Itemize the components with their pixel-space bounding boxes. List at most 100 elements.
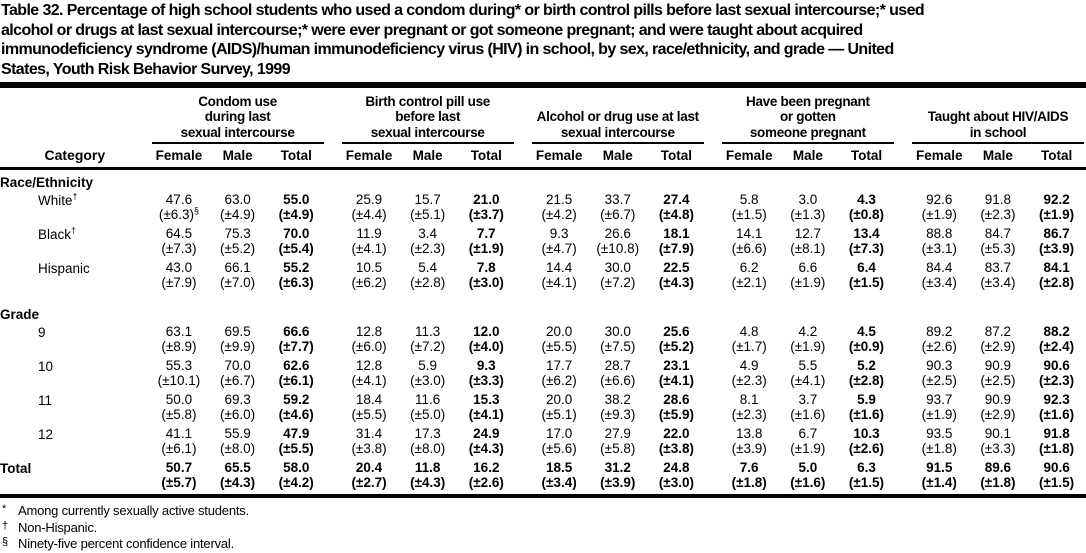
row-9: 9 63.1 (±8.9) 69.5 (±9.9) 66.6 (±7.7) 12.8 (±6.0…: [0, 324, 1086, 358]
confidence-interval: (±2.3): [1039, 373, 1075, 388]
confidence-interval: (±1.9): [790, 275, 826, 290]
confidence-interval: (±4.4): [351, 207, 387, 222]
data-cell: 20.4 (±2.7): [339, 460, 399, 498]
section-heading-row: Grade: [0, 294, 1086, 324]
data-cell: 12.7 (±8.1): [779, 226, 838, 260]
percentage-value: 63.1: [165, 324, 193, 339]
percentage-value: 5.9: [857, 392, 876, 407]
confidence-interval: (±4.9): [278, 207, 314, 222]
confidence-interval: (±4.1): [541, 275, 577, 290]
data-cell: 43.0 (±7.9): [150, 260, 209, 294]
column-spacer: [706, 324, 720, 358]
group-header-condom-use: Condom use during last sexual intercours…: [150, 92, 326, 144]
percentage-value: 12.7: [794, 226, 821, 241]
confidence-interval: (±7.3): [161, 241, 197, 256]
data-cell: 62.6 (±6.1): [267, 358, 326, 392]
row-hispanic: Hispanic 43.0 (±7.9) 66.1 (±7.0) 55.2 (±6.3) 10…: [0, 260, 1086, 294]
row-label: 12: [38, 427, 54, 442]
percentage-value: 43.0: [165, 260, 193, 275]
group-label-line: Have been pregnant: [746, 93, 870, 109]
confidence-interval: (±10.8): [596, 241, 640, 256]
data-cell: 17.0 (±5.6): [530, 426, 589, 460]
footnote-text: Non-Hispanic.: [18, 519, 98, 535]
percentage-value: 12.0: [473, 324, 500, 339]
percentage-value: 13.8: [736, 426, 763, 441]
data-cell: 65.5 (±4.3): [208, 460, 267, 498]
percentage-value: 84.1: [1043, 260, 1070, 275]
data-cell: 12.0 (±4.0): [457, 324, 516, 358]
confidence-interval: (±5.2): [220, 241, 256, 256]
col-header-female: Female: [719, 144, 779, 170]
percentage-value: 70.0: [224, 358, 251, 373]
row-total: Total 50.7 (±5.7) 65.5 (±4.3) 58.0 (±4.2) 20.4(…: [0, 460, 1086, 498]
confidence-interval: (±6.2): [351, 275, 387, 290]
percentage-value: 21.0: [473, 192, 500, 207]
footnote-marker: §: [2, 536, 8, 548]
data-cell: 10.5 (±6.2): [340, 260, 399, 294]
footnote-marker: †: [71, 225, 77, 236]
percentage-value: 3.7: [798, 392, 818, 407]
column-spacer: [706, 192, 720, 226]
data-cell: 26.6 (±10.8): [588, 226, 647, 260]
percentage-value: 24.9: [473, 426, 500, 441]
confidence-interval: (±4.3): [410, 475, 446, 490]
confidence-interval: (±4.8): [658, 207, 694, 222]
confidence-interval: (±4.3): [658, 275, 694, 290]
column-spacer: [325, 460, 340, 498]
data-cell: 69.3 (±6.0): [208, 392, 267, 426]
percentage-value: 3.0: [798, 192, 818, 207]
footnote: * Among currently sexually active student…: [2, 502, 1086, 519]
data-cell: 84.1 (±2.8): [1027, 260, 1086, 294]
col-header-male: Male: [968, 144, 1028, 170]
category-header: Category: [0, 144, 150, 170]
data-cell: 4.3 (±0.8): [837, 192, 896, 226]
percentage-value: 92.2: [1043, 192, 1070, 207]
data-cell: 75.3 (±5.2): [208, 226, 267, 260]
confidence-interval: (±6.0): [351, 339, 387, 354]
data-cell: 11.8 (±4.3): [398, 460, 457, 498]
confidence-interval: (±9.9): [220, 339, 256, 354]
confidence-interval: (±1.9): [790, 339, 826, 354]
data-cell: 70.0 (±6.7): [208, 358, 267, 392]
data-cell: 91.5 (±1.4): [909, 460, 969, 498]
data-cell: 7.8 (±3.0): [457, 260, 516, 294]
data-cell: 6.2 (±2.1): [720, 260, 779, 294]
data-cell: 23.1 (±4.1): [647, 358, 706, 392]
data-cell: 9.3 (±4.7): [530, 226, 589, 260]
data-cell: 4.9 (±2.3): [720, 358, 779, 392]
percentage-value: 91.5: [926, 460, 953, 475]
confidence-interval: (±7.3): [848, 241, 885, 256]
footnote-marker: †: [2, 519, 8, 532]
percentage-value: 20.0: [545, 392, 573, 407]
column-spacer: [895, 460, 910, 498]
col-header-male: Male: [588, 144, 648, 170]
data-cell: 22.0 (±3.8): [647, 426, 706, 460]
col-header-male: Male: [208, 144, 267, 170]
data-cell: 17.7 (±6.2): [530, 358, 589, 392]
percentage-value: 75.3: [224, 226, 251, 241]
confidence-interval: (±1.3): [790, 207, 826, 222]
percentage-value: 66.6: [283, 324, 310, 339]
data-cell: 92.3 (±1.6): [1027, 392, 1086, 426]
column-spacer: [515, 460, 530, 498]
data-cell: 90.9 (±2.9): [969, 392, 1028, 426]
data-cell: 47.6 (±6.3)§: [150, 192, 209, 226]
group-label-line: Alcohol or drug use at last: [536, 109, 699, 124]
confidence-interval: (±6.1): [278, 373, 314, 388]
confidence-interval: (±5.5): [278, 441, 314, 456]
data-cell: 3.0 (±1.3): [779, 192, 838, 226]
data-cell: 7.7 (±1.9): [457, 226, 516, 260]
row-label: 9: [38, 325, 46, 340]
data-cell: 18.1 (±7.9): [647, 226, 706, 260]
percentage-value: 6.3: [857, 460, 876, 475]
group-label-line: sexual intercourse: [560, 124, 675, 140]
percentage-value: 20.0: [545, 324, 573, 339]
percentage-value: 5.0: [798, 460, 818, 475]
title-line: alcohol or drugs at last sexual intercou…: [1, 21, 863, 39]
data-cell: 31.4 (±3.8): [340, 426, 399, 460]
table-body: Race/Ethnicity White† 47.6 (±6.3)§ 63.0 (±4.9…: [0, 169, 1086, 498]
data-cell: 50.7 (±5.7): [149, 460, 209, 498]
data-cell: 14.1 (±6.6): [720, 226, 779, 260]
row-label: White†: [38, 191, 78, 208]
